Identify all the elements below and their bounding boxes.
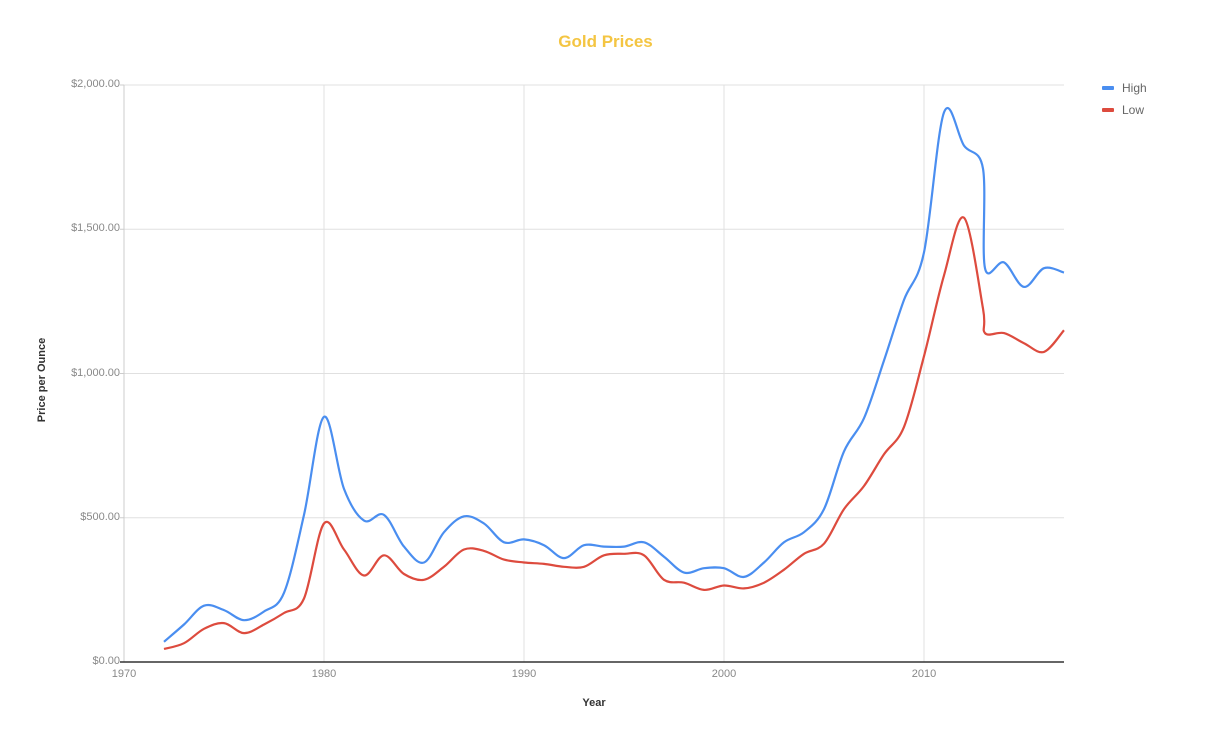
- legend-label: High: [1122, 81, 1147, 95]
- x-tick: 2010: [911, 668, 937, 680]
- x-tick: 1990: [511, 668, 537, 680]
- series-line-low: [163, 216, 1065, 651]
- legend-item-high[interactable]: High: [1102, 77, 1147, 99]
- legend: High Low: [1102, 77, 1147, 121]
- x-tick: 2000: [711, 668, 737, 680]
- y-tick: $0.00: [92, 655, 120, 667]
- x-axis-title: Year: [582, 697, 606, 709]
- y-tick: $1,500.00: [71, 222, 120, 234]
- y-tick: $1,000.00: [71, 367, 120, 379]
- y-axis-title: Price per Ounce: [36, 337, 48, 423]
- chart-title: Gold Prices: [558, 32, 653, 51]
- y-tick: $500.00: [80, 511, 120, 523]
- x-tick: 1980: [311, 668, 337, 680]
- y-tick: $2,000.00: [71, 78, 120, 90]
- legend-item-low[interactable]: Low: [1102, 99, 1147, 121]
- legend-swatch-high-icon: [1102, 86, 1114, 90]
- legend-swatch-low-icon: [1102, 108, 1114, 112]
- legend-label: Low: [1122, 103, 1145, 117]
- x-tick: 1970: [111, 668, 137, 680]
- series-line-high: [163, 107, 1065, 643]
